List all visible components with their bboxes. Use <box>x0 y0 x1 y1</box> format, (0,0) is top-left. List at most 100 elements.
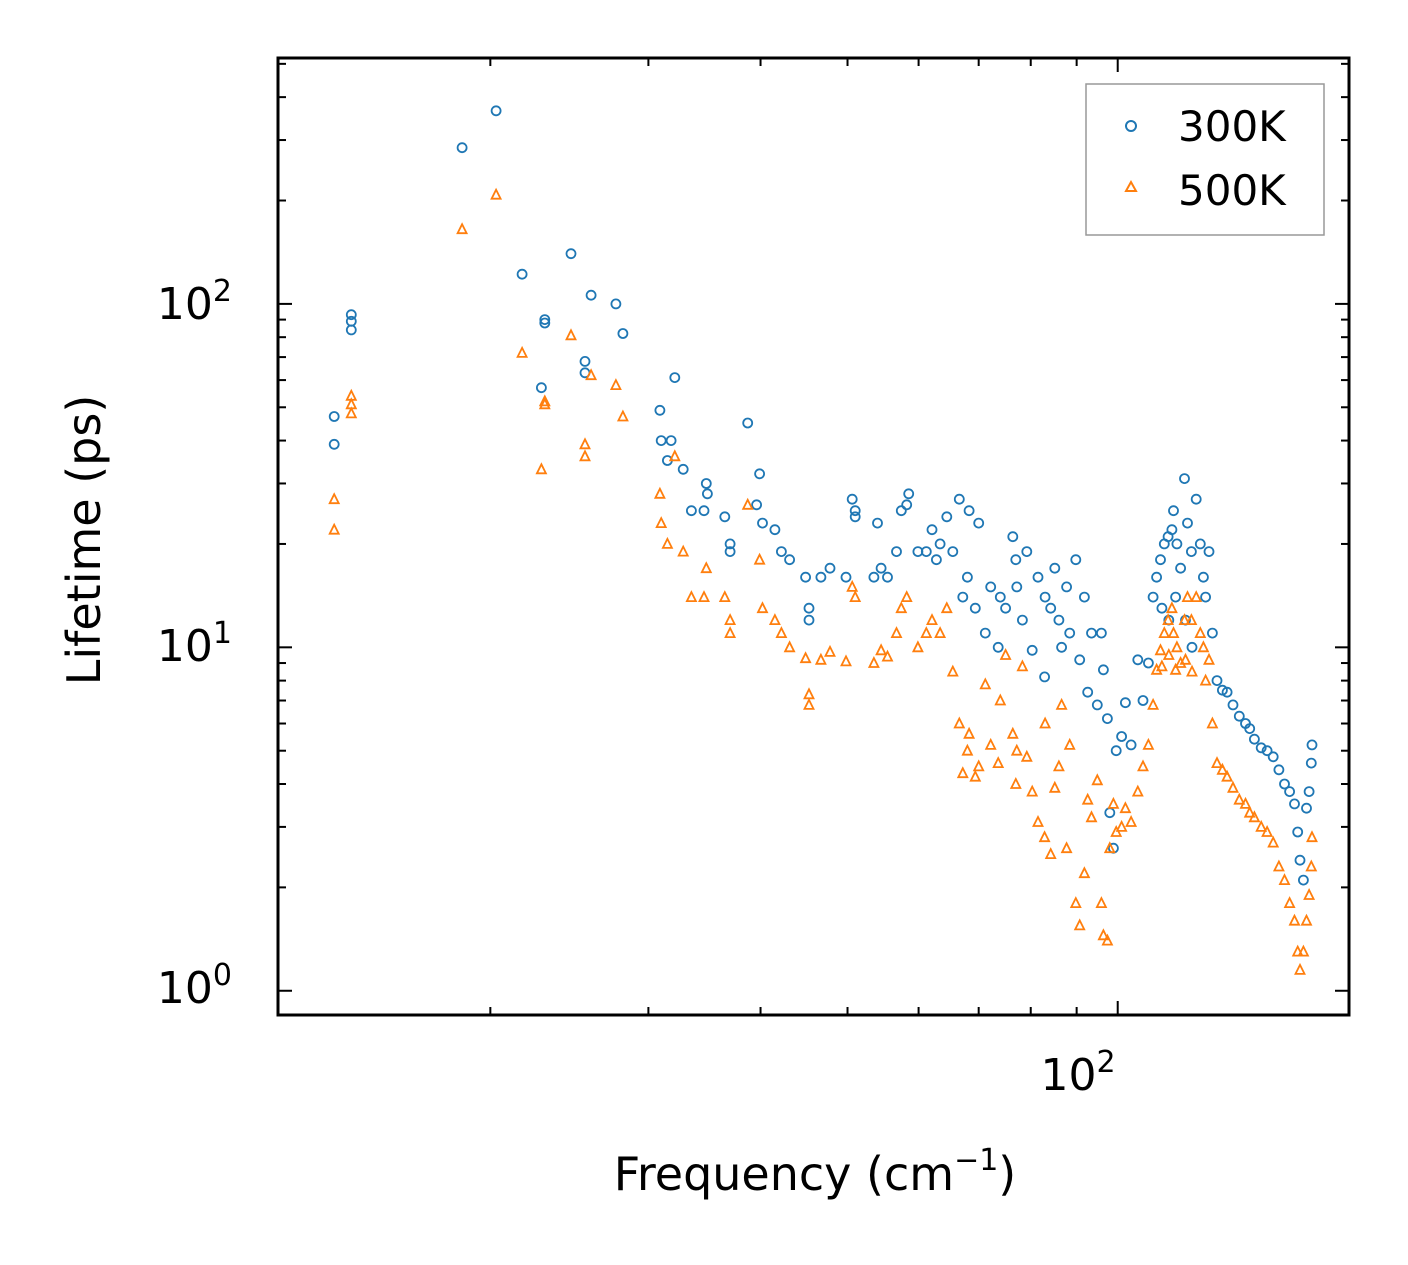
data-point-300k <box>1132 654 1144 666</box>
data-point-500k <box>655 516 668 528</box>
data-point-500k <box>616 409 629 422</box>
data-point-300k <box>1125 739 1137 751</box>
data-point-300k <box>1102 713 1113 724</box>
data-point-300k <box>665 435 677 447</box>
data-point-300k <box>1207 627 1218 639</box>
data-point-300k <box>824 562 836 574</box>
data-point-500k <box>1060 841 1073 854</box>
data-point-300k <box>724 546 736 557</box>
data-point-300k <box>849 505 861 517</box>
data-point-500k <box>824 644 836 657</box>
data-point-500k <box>1154 643 1167 656</box>
data-point-500k <box>1162 613 1175 625</box>
data-point-300k <box>1082 686 1094 698</box>
data-point-500k <box>1081 792 1094 805</box>
data-point-500k <box>345 406 358 419</box>
data-point-300k <box>702 488 713 500</box>
data-point-500k <box>661 536 674 549</box>
data-point-500k <box>946 664 959 677</box>
data-point-500k <box>992 756 1005 768</box>
legend-box <box>1085 83 1325 236</box>
data-point-500k <box>345 397 358 410</box>
data-point-300k <box>686 505 697 517</box>
data-point-500k <box>1097 928 1110 941</box>
data-point-500k <box>1010 743 1023 756</box>
data-point-500k <box>1206 716 1219 729</box>
data-point-500k <box>1107 796 1120 809</box>
data-point-500k <box>1048 780 1061 793</box>
data-point-300k <box>1200 591 1211 603</box>
data-point-500k <box>1178 613 1191 625</box>
data-point-300k <box>969 602 981 614</box>
data-point-500k <box>890 626 903 638</box>
data-point-300k <box>1244 723 1256 734</box>
data-point-500k <box>1039 716 1052 729</box>
data-point-300k <box>868 571 880 583</box>
data-point-300k <box>994 591 1006 603</box>
data-point-300k <box>328 411 340 422</box>
data-point-300k <box>456 142 468 154</box>
legend-marker-500k <box>1124 179 1138 192</box>
data-point-300k <box>1249 733 1260 745</box>
data-point-500k <box>1239 796 1252 809</box>
data-point-500k <box>1261 824 1274 837</box>
data-point-500k <box>516 345 529 358</box>
data-point-300k <box>1091 699 1103 711</box>
data-point-300k <box>698 505 710 517</box>
data-point-300k <box>742 417 754 429</box>
data-point-500k <box>940 601 953 614</box>
data-point-500k <box>1063 737 1076 750</box>
data-point-300k <box>345 309 357 321</box>
data-point-500k <box>1216 762 1229 775</box>
series-500k <box>328 187 1318 975</box>
data-point-500k <box>1158 626 1171 638</box>
data-point-300k <box>992 641 1004 653</box>
data-point-500k <box>1233 792 1246 805</box>
data-point-500k <box>1085 810 1098 823</box>
data-point-300k <box>1211 675 1223 686</box>
data-point-300k <box>1096 627 1107 639</box>
data-point-300k <box>490 105 502 117</box>
data-point-300k <box>875 562 887 574</box>
data-point-300k <box>1306 739 1318 751</box>
data-point-300k <box>1203 546 1215 557</box>
data-point-300k <box>784 554 795 566</box>
data-point-300k <box>1194 538 1206 550</box>
data-point-500k <box>875 643 888 656</box>
plot-frame <box>276 56 1351 1017</box>
legend: 300K 500K <box>1085 83 1325 236</box>
data-point-300k <box>895 505 907 517</box>
data-point-300k <box>1198 571 1209 583</box>
data-point-500k <box>741 497 754 510</box>
data-point-500k <box>753 552 766 565</box>
data-point-500k <box>1174 655 1187 668</box>
data-point-500k <box>685 590 698 602</box>
data-point-500k <box>724 626 737 638</box>
data-point-500k <box>1009 776 1022 789</box>
y-axis-label: Lifetime (ps) <box>57 395 111 686</box>
data-point-300k <box>1021 546 1033 557</box>
data-point-300k <box>963 505 975 517</box>
data-point-500k <box>538 394 551 407</box>
data-point-300k <box>1086 627 1097 639</box>
data-point-500k <box>1006 726 1019 739</box>
data-point-300k <box>1156 602 1168 614</box>
data-point-500k <box>1179 652 1192 665</box>
data-point-300k <box>1294 854 1306 866</box>
data-point-500k <box>1020 749 1033 762</box>
data-point-300k <box>328 438 340 450</box>
data-point-300k <box>1011 581 1023 593</box>
data-point-500k <box>900 590 913 602</box>
data-point-500k <box>585 368 598 381</box>
data-point-300k <box>617 328 629 339</box>
data-point-500k <box>799 651 812 664</box>
data-point-300k <box>1007 531 1019 543</box>
data-point-300k <box>1098 664 1109 676</box>
data-point-300k <box>872 517 883 529</box>
data-point-500k <box>768 613 781 625</box>
data-point-500k <box>1091 773 1104 786</box>
data-point-500k <box>814 652 827 665</box>
data-point-300k <box>803 602 815 614</box>
data-point-500k <box>345 388 358 401</box>
data-point-500k <box>700 561 713 574</box>
